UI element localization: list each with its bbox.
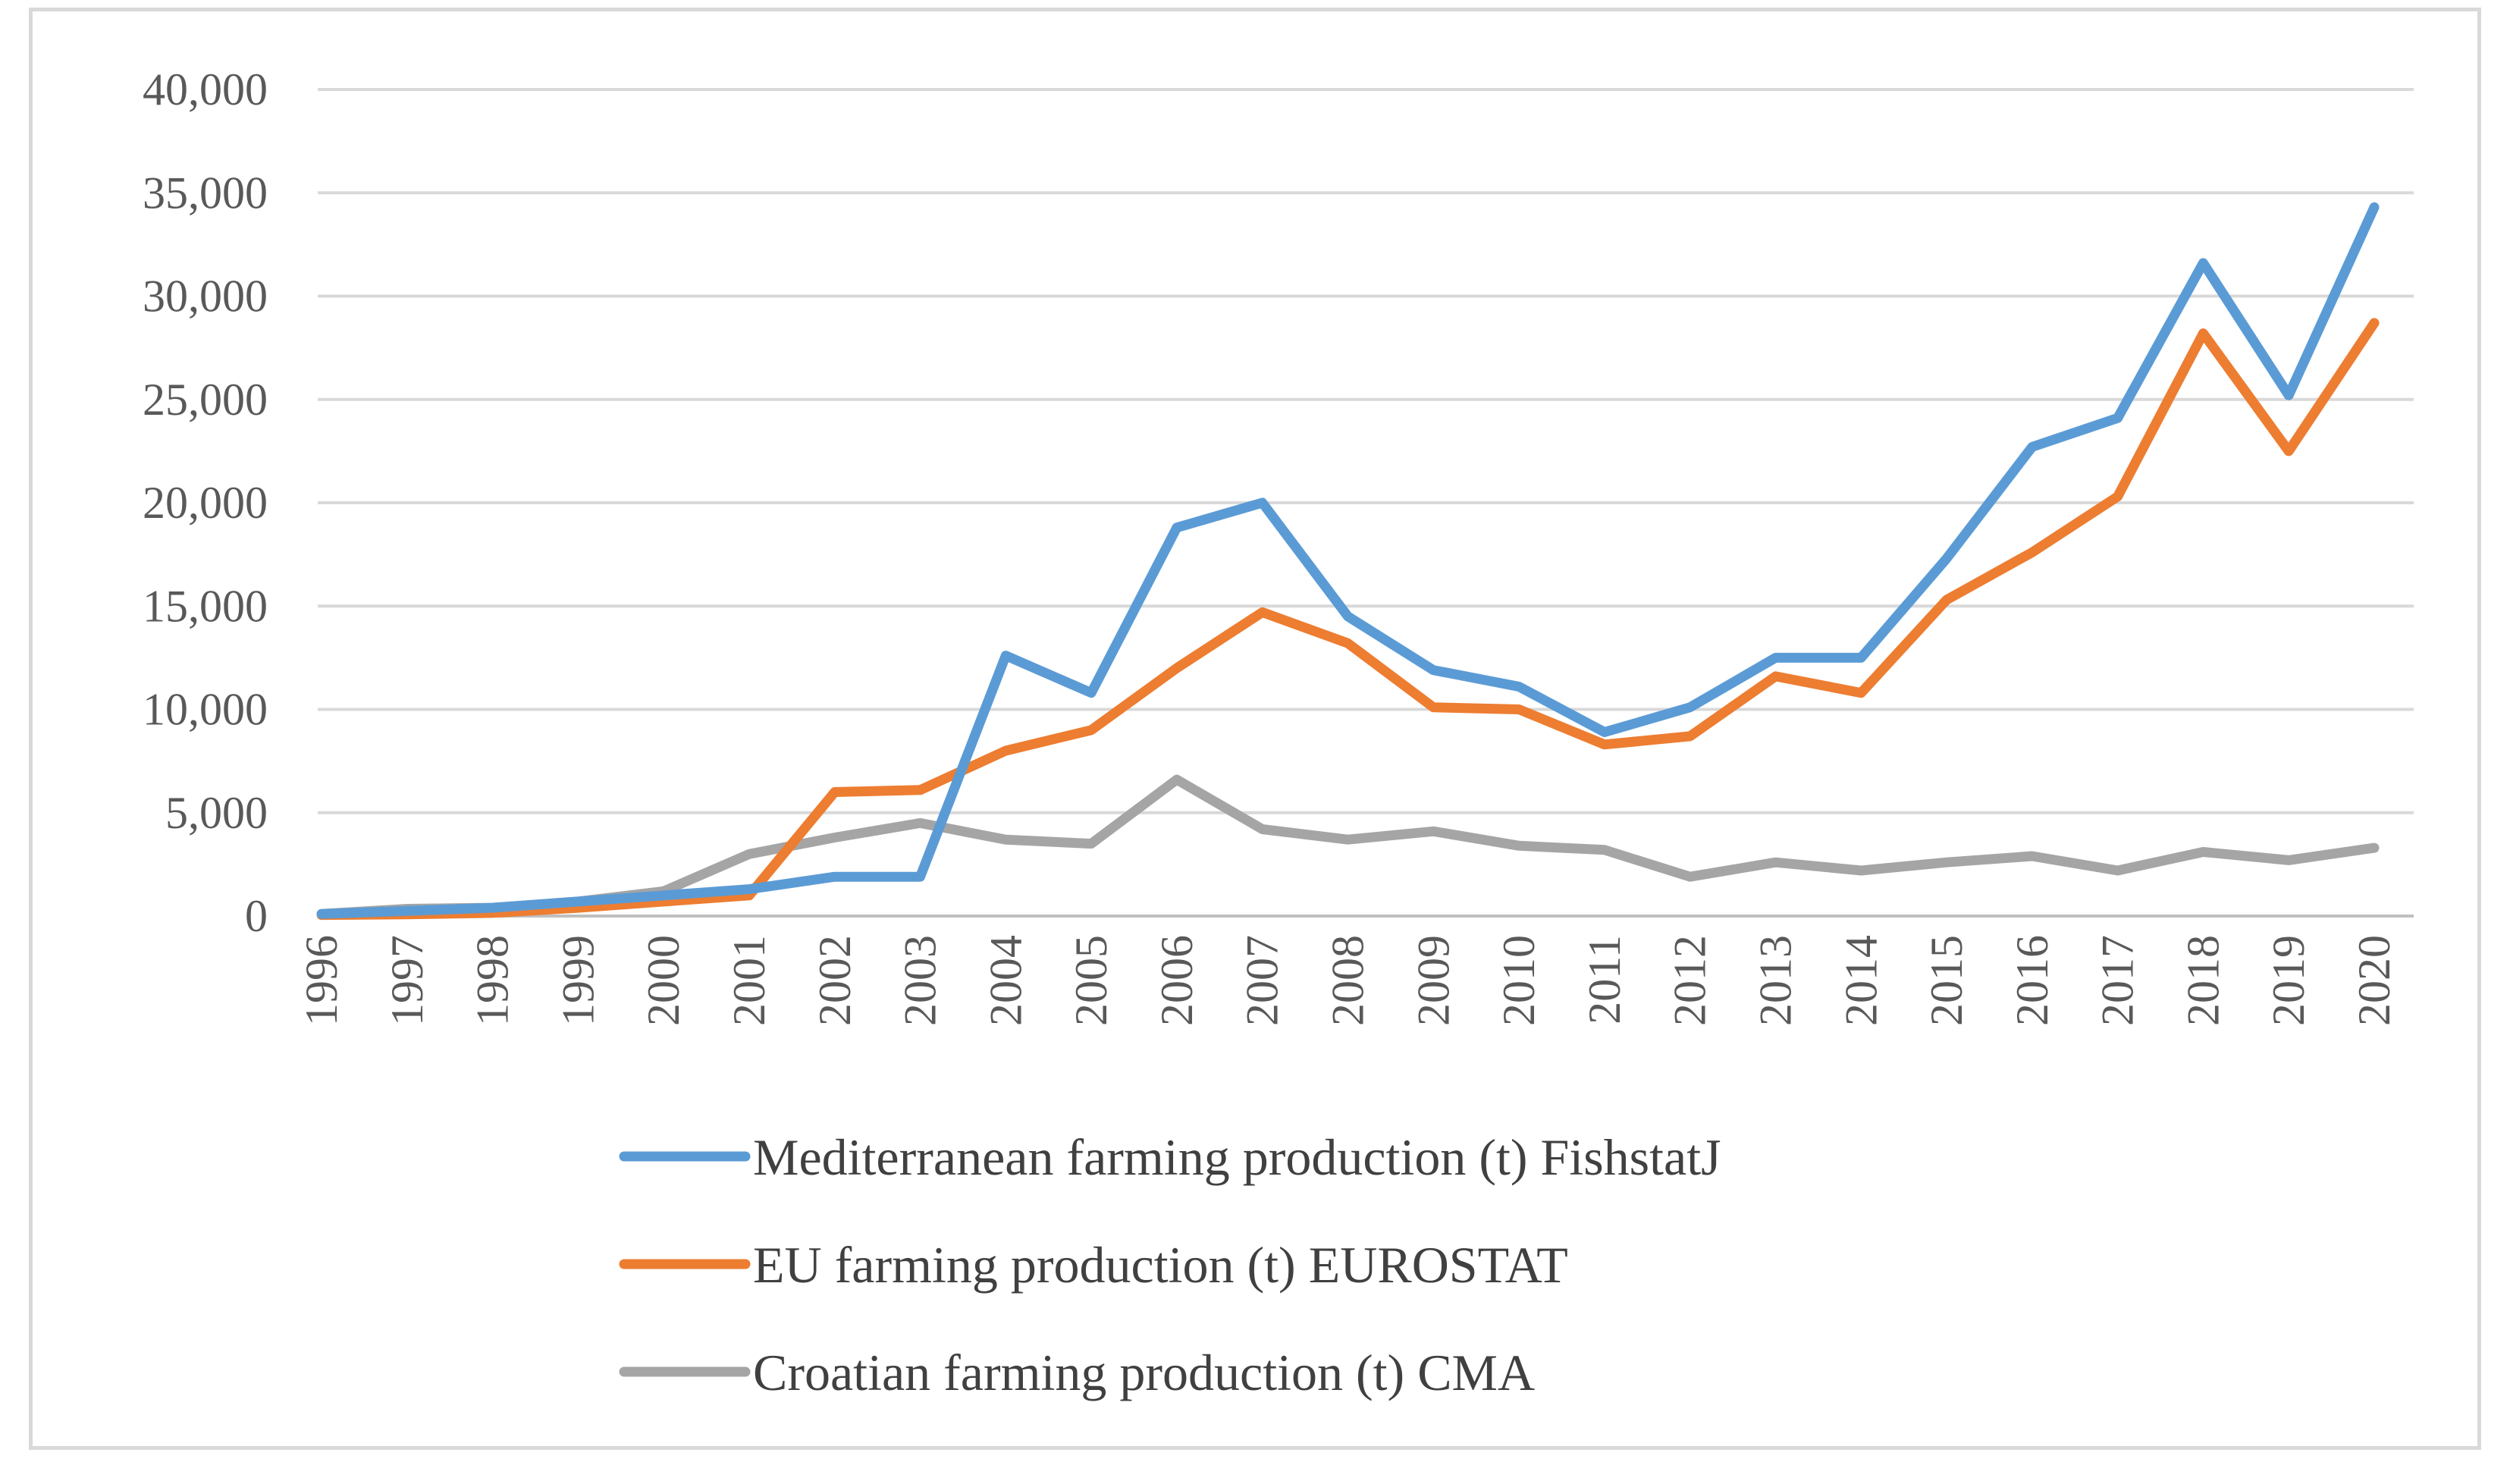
y-tick-label: 25,000 [143,375,268,425]
chart-frame: 0 5,000 10,000 15,000 20,000 25,000 30,000 35,0… [29,8,2481,1450]
x-tick-label: 2012 [1665,935,1715,1026]
legend: Mediterranean farming production (t) Fis… [619,1128,1721,1401]
y-tick-label: 35,000 [143,168,268,218]
x-tick-label: 2011 [1580,935,1630,1024]
x-tick-label: 2002 [810,935,860,1026]
x-tick-label: 1999 [553,935,603,1026]
x-tick-label: 2000 [638,935,689,1026]
y-tick-label: 15,000 [143,581,268,631]
series-lines [316,202,2380,921]
x-tick-label: 2019 [2264,935,2314,1026]
legend-label-0: Mediterranean farming production (t) Fis… [753,1128,1721,1186]
x-tick-label: 2020 [2349,935,2399,1026]
x-tick-label: 2017 [2093,935,2143,1026]
x-tick-label: 2018 [2178,935,2228,1026]
x-tick-label: 2013 [1750,935,1800,1026]
y-tick-label: 20,000 [143,478,268,528]
x-tick-label: 2007 [1238,935,1288,1026]
series-line-1 [316,318,2380,921]
x-tick-label: 2004 [980,935,1031,1026]
gridlines [318,88,2414,918]
x-tick-label: 2003 [896,935,946,1026]
x-tick-label: 1997 [382,935,432,1026]
x-axis-tick-labels: 1996 1997 1998 1999 2000 2001 2002 2003 2004 2005… [296,935,2399,1026]
x-tick-label: 1998 [468,935,518,1026]
y-tick-label: 5,000 [165,788,268,838]
x-tick-label: 1996 [296,935,347,1026]
legend-label-1: EU farming production (t) EUROSTAT [753,1236,1568,1294]
y-tick-label: 40,000 [143,64,268,115]
x-tick-label: 2016 [2007,935,2057,1026]
x-tick-label: 2009 [1408,935,1458,1026]
y-axis-tick-labels: 0 5,000 10,000 15,000 20,000 25,000 30,000 35,0… [143,64,268,941]
x-tick-label: 2001 [724,935,774,1026]
y-tick-label: 10,000 [143,685,268,735]
y-tick-label: 30,000 [143,271,268,322]
x-tick-label: 2008 [1323,935,1373,1026]
legend-label-2: Croatian farming production (t) CMA [753,1344,1535,1401]
x-tick-label: 2010 [1494,935,1544,1026]
series-line-0 [316,202,2380,919]
x-tick-label: 2014 [1836,935,1886,1026]
x-tick-label: 2005 [1066,935,1116,1026]
x-tick-label: 2006 [1152,935,1202,1026]
line-chart: 0 5,000 10,000 15,000 20,000 25,000 30,000 35,0… [143,64,2414,1401]
x-tick-label: 2015 [1922,935,1972,1026]
y-tick-label: 0 [245,891,268,941]
